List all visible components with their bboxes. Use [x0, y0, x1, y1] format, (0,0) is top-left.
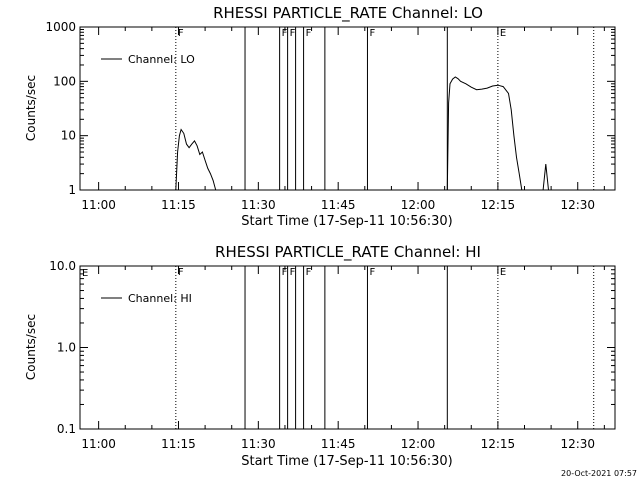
hi-x-axis-label: Start Time (17-Sep-11 10:56:30) [241, 454, 452, 469]
hi-x-tick-label: 11:30 [241, 437, 276, 451]
footer-timestamp: 20-Oct-2021 07:57 [561, 469, 637, 478]
hi-chart-title: RHESSI PARTICLE_RATE Channel: HI [215, 243, 481, 262]
hi-top-left-label: E [82, 268, 88, 279]
hi-flag-label: F [178, 267, 184, 278]
hi-x-tick-label: 12:00 [401, 437, 436, 451]
hi-y-tick-label: 1.0 [57, 341, 76, 355]
lo-flag-label: F [290, 28, 296, 39]
hi-x-tick-label: 12:30 [560, 437, 595, 451]
lo-series-segment-2 [542, 164, 549, 191]
hi-x-tick-label: 11:45 [321, 437, 356, 451]
lo-y-tick-label: 100 [53, 74, 76, 88]
hi-x-axis: 11:00 11:15 11:30 11:45 12:00 12:15 12:30 [81, 266, 605, 451]
lo-flag-label: E [500, 28, 506, 39]
hi-y-tick-label: 0.1 [57, 422, 76, 436]
lo-y-axis: 1 10 100 1000 [45, 20, 615, 197]
lo-flag-label: F [282, 28, 288, 39]
lo-x-tick-label: 12:30 [560, 198, 595, 212]
lo-legend: Channel: LO [101, 53, 195, 66]
lo-x-tick-label: 12:00 [401, 198, 436, 212]
lo-x-tick-label: 11:30 [241, 198, 276, 212]
hi-x-tick-label: 12:15 [481, 437, 516, 451]
lo-flag-label: F [178, 28, 184, 39]
lo-x-tick-label: 11:00 [81, 198, 116, 212]
lo-x-tick-label: 11:15 [161, 198, 196, 212]
hi-flag-label: F [290, 267, 296, 278]
hi-flag-label: F [306, 267, 312, 278]
hi-plot-frame [79, 265, 616, 430]
lo-x-tick-label: 11:45 [321, 198, 356, 212]
lo-chart-title: RHESSI PARTICLE_RATE Channel: LO [213, 4, 483, 23]
lo-y-tick-label: 10 [61, 129, 76, 143]
hi-flag-label: E [500, 267, 506, 278]
hi-y-axis: 0.1 1.0 10.0 [49, 259, 615, 436]
lo-x-tick-label: 12:15 [481, 198, 516, 212]
lo-flag-label: F [306, 28, 312, 39]
hi-x-tick-label: 11:00 [81, 437, 116, 451]
lo-y-axis-label: Counts/sec [24, 75, 38, 141]
hi-legend-label: Channel: HI [128, 292, 192, 305]
lo-plot-frame [79, 26, 616, 191]
lo-flag-label: F [369, 28, 375, 39]
lo-x-axis-label: Start Time (17-Sep-11 10:56:30) [241, 214, 452, 229]
lo-series-segment-1 [446, 76, 523, 191]
hi-y-axis-label: Counts/sec [24, 314, 38, 380]
hi-x-tick-label: 11:15 [161, 437, 196, 451]
lo-y-tick-label: 1000 [45, 20, 76, 34]
lo-data-series [175, 76, 549, 191]
lo-legend-label: Channel: LO [128, 53, 195, 66]
hi-y-tick-label: 10.0 [49, 259, 76, 273]
lo-x-axis: 11:00 11:15 11:30 11:45 12:00 12:15 12:30 [81, 27, 605, 212]
hi-flag-label: F [369, 267, 375, 278]
hi-flag-label: F [282, 267, 288, 278]
lo-series-segment-0 [175, 128, 217, 191]
lo-y-tick-label: 1 [68, 183, 76, 197]
hi-legend: Channel: HI [101, 292, 192, 305]
